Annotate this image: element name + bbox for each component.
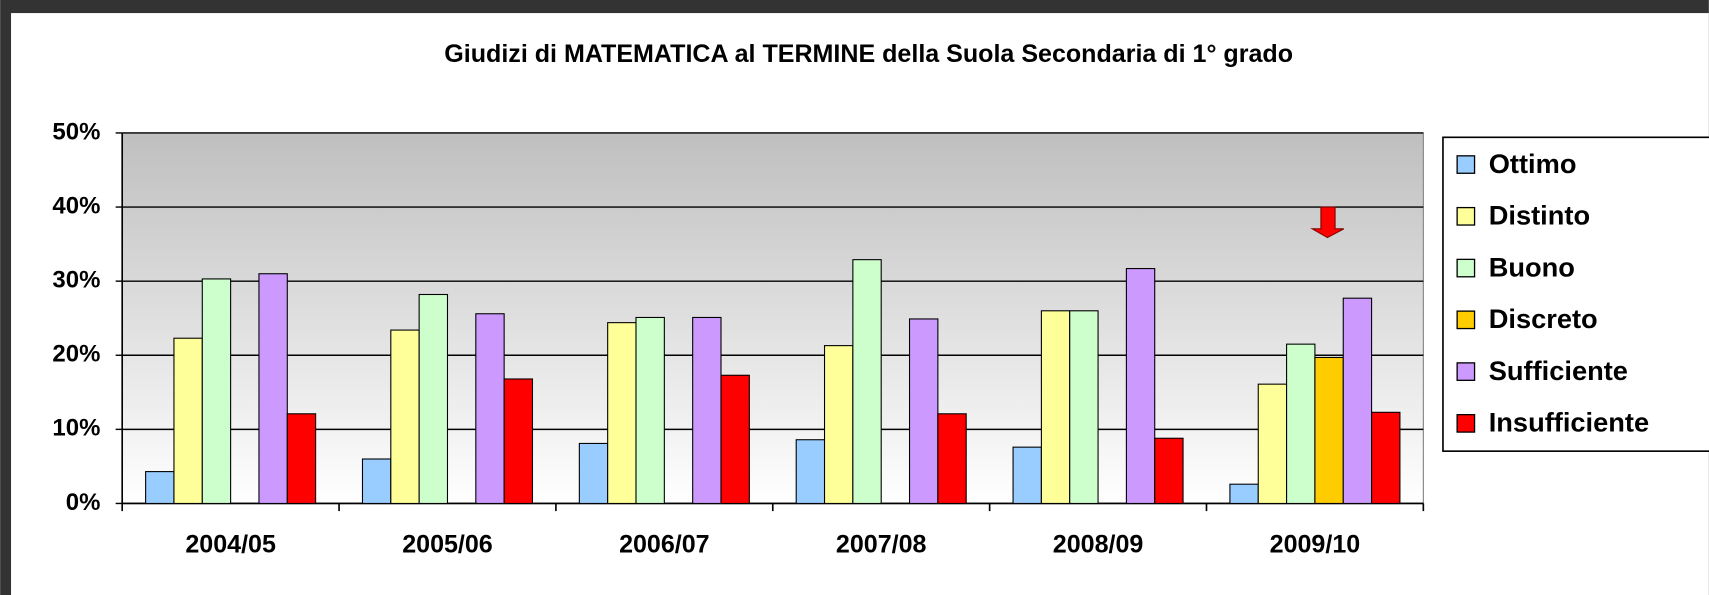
x-tick-label: 2009/10 xyxy=(1270,531,1361,559)
legend-label: Insufficiente xyxy=(1489,407,1649,438)
bar xyxy=(145,471,175,505)
bar xyxy=(1229,483,1259,505)
x-tick-label: 2005/06 xyxy=(402,531,493,559)
arrow-annotation xyxy=(1310,206,1345,239)
bar xyxy=(390,329,420,505)
legend-label: Buono xyxy=(1489,251,1575,282)
bar xyxy=(418,293,449,505)
bar xyxy=(286,413,317,505)
legend-swatch xyxy=(1456,413,1476,433)
bar xyxy=(201,278,232,505)
bar xyxy=(258,273,288,505)
bar xyxy=(1371,411,1401,505)
legend-label: Sufficiente xyxy=(1489,355,1628,386)
legend-swatch xyxy=(1456,258,1476,278)
bar xyxy=(503,378,534,505)
x-tick-label: 2006/07 xyxy=(619,531,710,559)
bar xyxy=(795,439,826,505)
legend-swatch xyxy=(1456,206,1476,226)
bar xyxy=(1012,446,1042,505)
bar xyxy=(361,458,392,505)
bar xyxy=(1154,437,1184,505)
y-tick-label: 0% xyxy=(66,489,101,516)
y-tick-label: 40% xyxy=(52,192,100,219)
bar xyxy=(1125,268,1156,505)
legend-swatch xyxy=(1456,155,1476,174)
bar xyxy=(1314,356,1344,505)
bar xyxy=(1257,383,1288,505)
legend-label: Ottimo xyxy=(1489,148,1577,179)
x-tick-label: 2004/05 xyxy=(185,531,276,559)
legend xyxy=(1442,136,1709,452)
bar xyxy=(1286,343,1316,505)
y-tick-label: 20% xyxy=(52,341,100,368)
bar xyxy=(692,316,722,505)
bar xyxy=(1069,310,1099,505)
bar xyxy=(578,442,609,505)
plot-area xyxy=(121,132,1424,505)
legend-swatch xyxy=(1456,362,1476,381)
y-tick-label: 10% xyxy=(52,415,100,442)
x-tick-label: 2007/08 xyxy=(836,531,927,559)
legend-label: Discreto xyxy=(1489,303,1598,334)
bar xyxy=(1040,310,1071,505)
bar xyxy=(937,413,967,505)
bar xyxy=(823,345,854,505)
legend-label: Distinto xyxy=(1489,200,1590,231)
x-tick-label: 2008/09 xyxy=(1053,531,1144,559)
y-tick-label: 50% xyxy=(52,118,100,145)
bar xyxy=(908,318,939,505)
bar xyxy=(852,259,882,505)
bar xyxy=(635,316,665,505)
bar xyxy=(720,374,750,505)
bar xyxy=(1342,297,1373,505)
y-tick-label: 30% xyxy=(52,266,100,293)
bar xyxy=(475,313,505,505)
bar xyxy=(173,337,203,505)
bar xyxy=(607,322,637,505)
chart-title: Giudizi di MATEMATICA al TERMINE della S… xyxy=(444,40,1293,68)
legend-swatch xyxy=(1456,310,1476,330)
